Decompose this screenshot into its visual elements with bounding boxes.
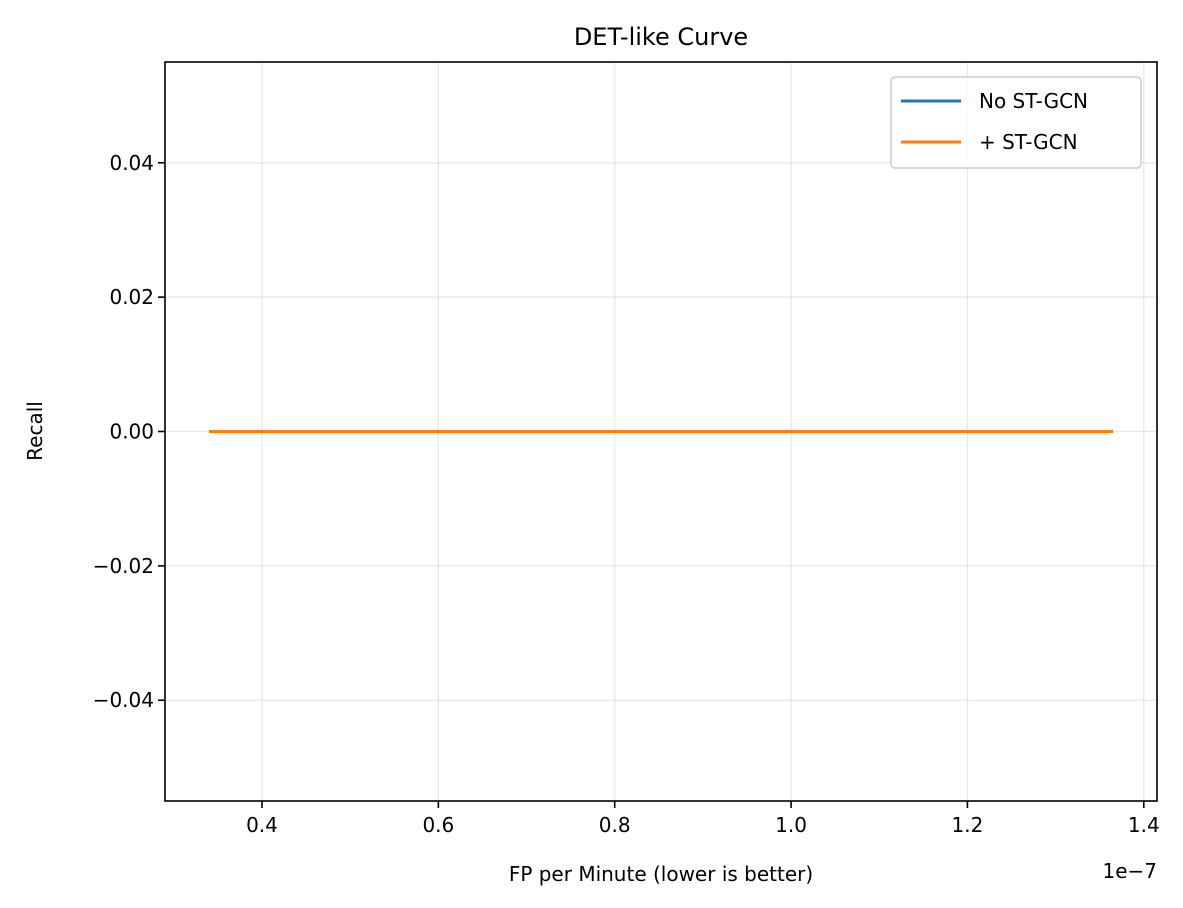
ticks: 0.4 0.6 0.8 1.0 1.2 1.4 −0.04 −0.02 0.00 0.02 0.04 [93,151,1160,837]
x-tick-label: 1.2 [952,813,984,837]
x-tick-label: 1.0 [775,813,807,837]
y-tick-label: 0.02 [109,285,154,309]
legend: No ST-GCN + ST-GCN [890,76,1142,169]
x-axis-offset-text: 1e−7 [1102,859,1157,883]
x-tick-label: 0.4 [246,813,278,837]
legend-label-no-st-gcn: No ST-GCN [979,89,1088,113]
chart-title: DET-like Curve [574,23,748,51]
x-tick-label: 0.8 [599,813,631,837]
x-axis-label: FP per Minute (lower is better) [509,862,813,886]
y-tick-label: −0.04 [93,688,154,712]
y-tick-label: 0.04 [109,151,154,175]
x-tick-label: 1.4 [1128,813,1160,837]
y-axis-label: Recall [23,401,47,461]
y-tick-label: −0.02 [93,554,154,578]
legend-label-st-gcn: + ST-GCN [979,130,1078,154]
y-tick-label: 0.00 [109,420,154,444]
x-tick-label: 0.6 [422,813,454,837]
